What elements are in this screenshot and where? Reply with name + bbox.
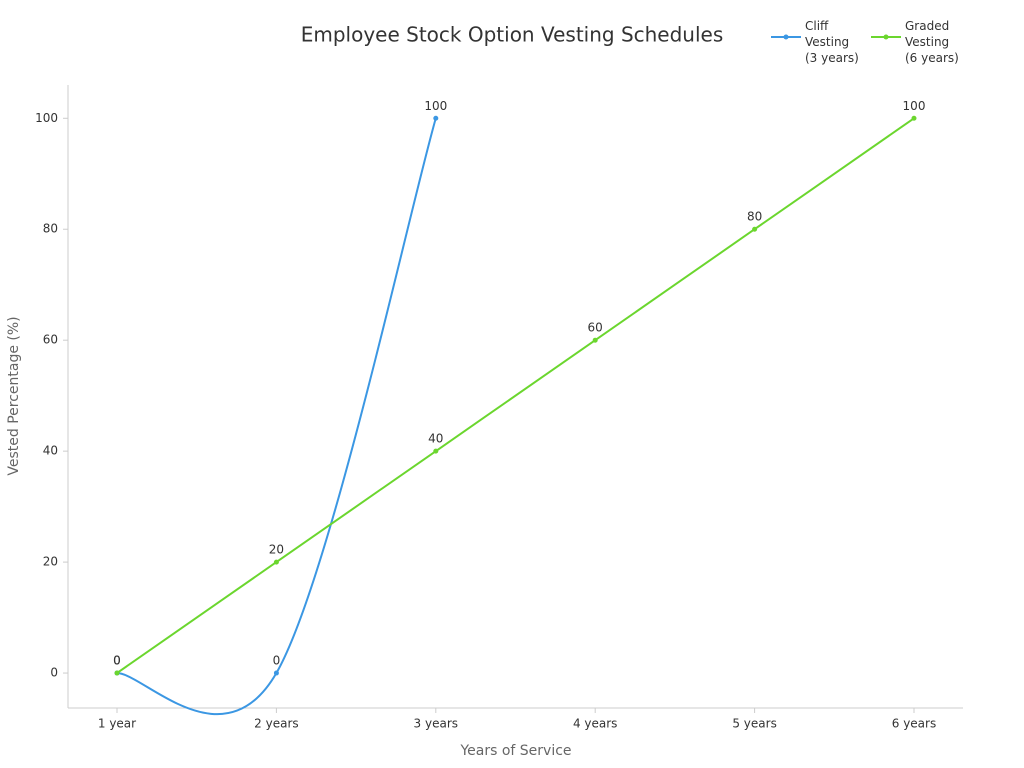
chart-title: Employee Stock Option Vesting Schedules [301,23,724,47]
point [752,226,758,232]
point [114,670,120,676]
point [433,115,439,121]
legend-item[interactable]: Cliff Vesting (3 years) [771,18,861,66]
y-tick-label: 20 [43,555,58,569]
data-label: 0 [113,654,121,668]
x-tick-label: 1 year [98,717,136,731]
legend-item[interactable]: Graded Vesting (6 years) [871,18,961,66]
x-tick-label: 4 years [573,717,617,731]
point [592,337,598,343]
y-tick-label: 80 [43,222,58,236]
y-axis-title: Vested Percentage (%) [6,316,22,475]
y-tick-label: 60 [43,333,58,347]
x-tick-label: 6 years [892,717,936,731]
data-label: 60 [588,321,603,335]
y-tick-label: 40 [43,444,58,458]
data-label: 100 [903,99,926,113]
data-label: 20 [269,543,284,557]
y-tick-label: 0 [50,666,58,680]
legend: Cliff Vesting (3 years) Graded Vesting (6… [771,18,961,66]
data-label: 0 [113,654,121,668]
x-tick-label: 5 years [732,717,776,731]
x-tick-label: 2 years [254,717,298,731]
point [433,448,439,454]
legend-swatch [871,34,901,40]
y-tick-label: 100 [35,111,58,125]
data-label: 40 [428,432,443,446]
data-label: 100 [424,99,447,113]
legend-label: Cliff Vesting (3 years) [805,19,859,65]
series-line [116,117,915,674]
x-axis-title: Years of Service [459,743,571,759]
point [911,115,917,121]
point [273,559,279,565]
legend-swatch [771,34,801,40]
legend-label: Graded Vesting (6 years) [905,19,959,65]
data-label: 0 [273,654,281,668]
series-line [116,118,437,716]
point [273,670,279,676]
x-tick-label: 3 years [414,717,458,731]
data-label: 80 [747,210,762,224]
